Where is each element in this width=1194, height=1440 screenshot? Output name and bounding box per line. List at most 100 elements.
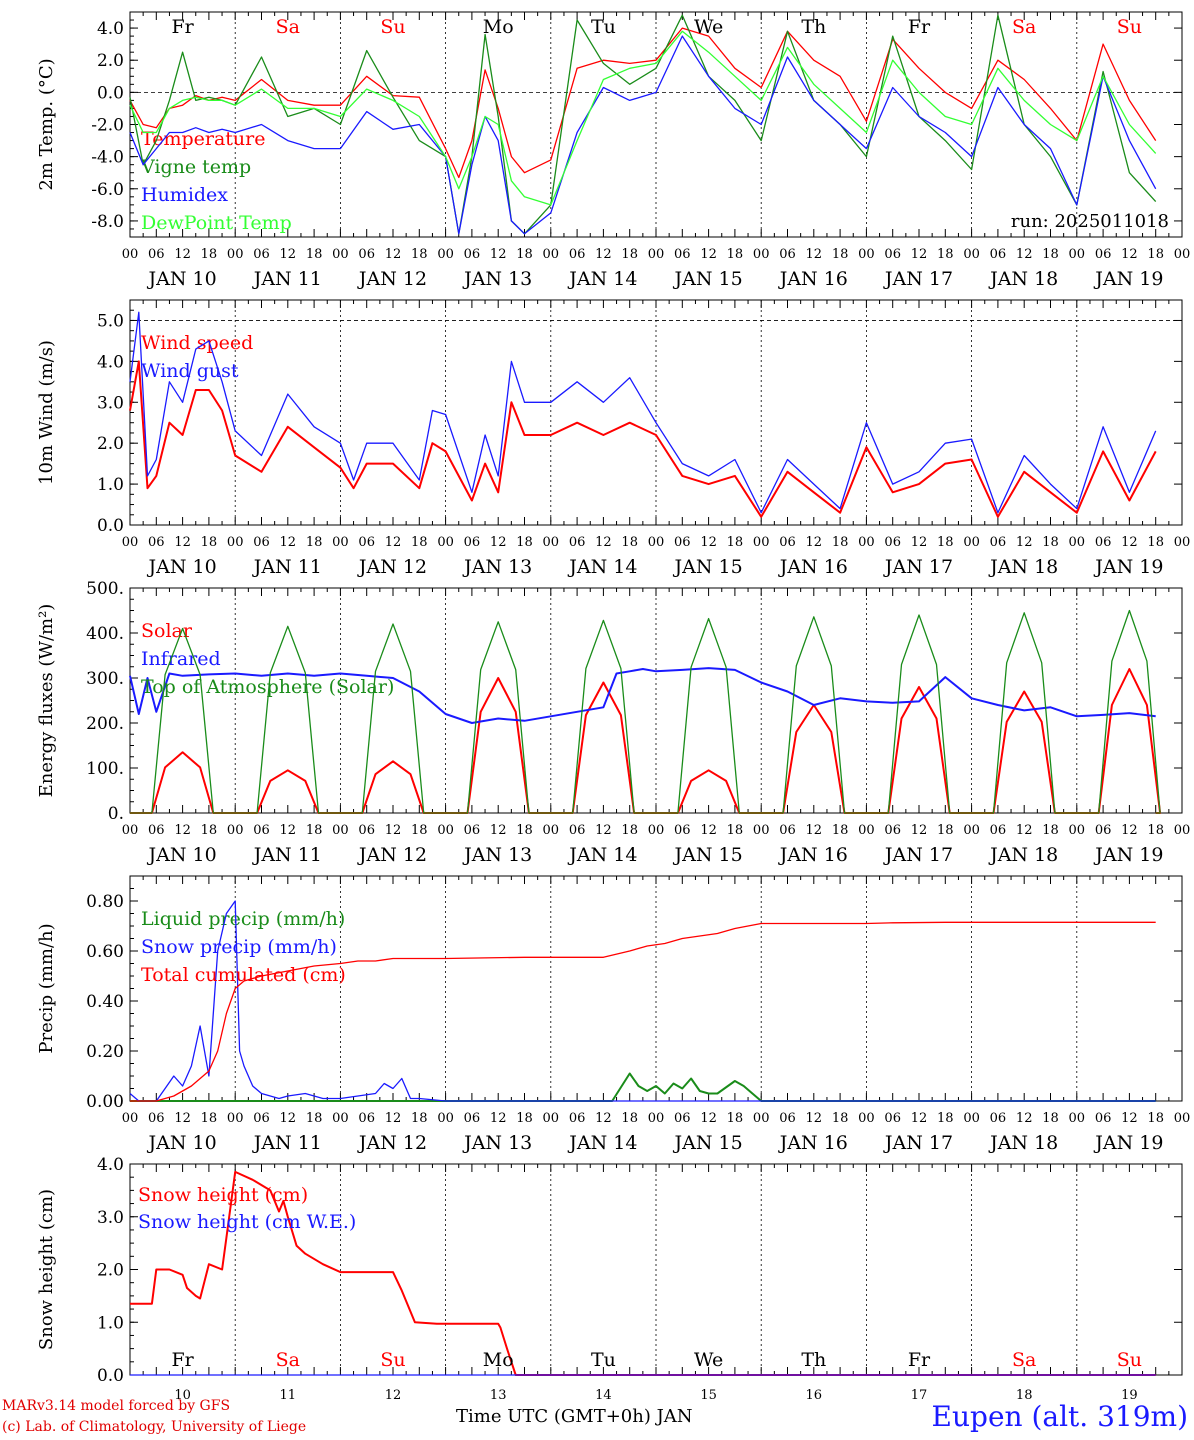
hour-label: 00 bbox=[963, 823, 980, 838]
hour-label: 12 bbox=[1016, 535, 1033, 550]
hour-label: 12 bbox=[595, 535, 612, 550]
date-label: JAN 16 bbox=[778, 1132, 848, 1154]
y-tick-label: 400. bbox=[86, 624, 124, 644]
hour-label: 18 bbox=[1147, 535, 1164, 550]
day-number: 12 bbox=[385, 1388, 402, 1403]
legend-entry: DewPoint Temp bbox=[141, 212, 292, 234]
y-tick-label: 1.0 bbox=[97, 1313, 124, 1333]
hour-label: 06 bbox=[358, 247, 375, 262]
weekday-label: We bbox=[694, 16, 723, 38]
hour-label: 12 bbox=[490, 535, 507, 550]
day-number: 10 bbox=[174, 1388, 191, 1403]
hour-label: 06 bbox=[464, 247, 481, 262]
hour-label: 06 bbox=[674, 247, 691, 262]
hour-label: 06 bbox=[779, 823, 796, 838]
hour-label: 12 bbox=[700, 823, 717, 838]
hour-label: 06 bbox=[990, 823, 1007, 838]
series-dewpoint-temp bbox=[129, 30, 1157, 206]
hour-label: 18 bbox=[621, 535, 638, 550]
hour-label: 12 bbox=[174, 535, 191, 550]
hour-label: 00 bbox=[963, 535, 980, 550]
y-axis-label: Energy fluxes (W/m²) bbox=[36, 604, 57, 798]
hour-label: 06 bbox=[569, 823, 586, 838]
date-label: JAN 12 bbox=[357, 1132, 427, 1154]
hour-label: 00 bbox=[1069, 247, 1086, 262]
hour-label: 12 bbox=[806, 247, 823, 262]
weekday-label: Mo bbox=[483, 16, 514, 38]
hour-label: 12 bbox=[1121, 1111, 1138, 1126]
series-top-of-atmosphere-solar- bbox=[130, 609, 1161, 814]
legend-entry: Snow precip (mm/h) bbox=[141, 936, 337, 958]
hour-label: 06 bbox=[884, 247, 901, 262]
hour-label: 00 bbox=[543, 247, 560, 262]
hour-label: 06 bbox=[358, 535, 375, 550]
weekday-label: Mo bbox=[483, 1349, 514, 1371]
hour-label: 18 bbox=[516, 1111, 533, 1126]
hour-label: 12 bbox=[595, 1111, 612, 1126]
hour-label: 06 bbox=[884, 1111, 901, 1126]
hour-label: 18 bbox=[1042, 535, 1059, 550]
date-label: JAN 17 bbox=[883, 268, 953, 290]
hour-label: 18 bbox=[937, 535, 954, 550]
y-axis-label: 10m Wind (m/s) bbox=[36, 340, 57, 485]
hour-label: 00 bbox=[648, 247, 665, 262]
y-tick-label: 3.0 bbox=[97, 393, 124, 413]
weekday-label: Sa bbox=[276, 1349, 300, 1371]
hour-label: 00 bbox=[437, 535, 454, 550]
legend-entry: Humidex bbox=[141, 184, 228, 206]
date-label: JAN 16 bbox=[778, 844, 848, 866]
date-label: JAN 15 bbox=[673, 1132, 743, 1154]
hour-label: 00 bbox=[332, 247, 349, 262]
date-label: JAN 10 bbox=[147, 268, 217, 290]
date-label: JAN 10 bbox=[147, 844, 217, 866]
hour-label: 18 bbox=[1042, 247, 1059, 262]
y-tick-label: 3.0 bbox=[97, 1208, 124, 1228]
station-name: Eupen (alt. 319m) bbox=[931, 1400, 1188, 1433]
hour-label: 12 bbox=[911, 535, 928, 550]
y-axis-label: Precip (mm/h) bbox=[36, 923, 57, 1053]
weekday-label: We bbox=[694, 1349, 723, 1371]
hour-label: 18 bbox=[1042, 1111, 1059, 1126]
y-tick-label: 0.20 bbox=[86, 1042, 124, 1062]
hour-label: 06 bbox=[358, 1111, 375, 1126]
date-label: JAN 17 bbox=[883, 1132, 953, 1154]
hour-label: 18 bbox=[201, 1111, 218, 1126]
hour-label: 18 bbox=[201, 535, 218, 550]
date-label: JAN 11 bbox=[252, 556, 322, 578]
weekday-label: Tu bbox=[591, 16, 616, 38]
y-tick-label: 4.0 bbox=[97, 1155, 124, 1175]
hour-label: 06 bbox=[884, 823, 901, 838]
hour-label: 06 bbox=[884, 535, 901, 550]
date-label: JAN 14 bbox=[567, 1132, 637, 1154]
lab-credit: (c) Lab. of Climatology, University of L… bbox=[2, 1419, 307, 1435]
hour-label: 18 bbox=[621, 1111, 638, 1126]
hour-label: 12 bbox=[280, 247, 297, 262]
hour-label: 06 bbox=[569, 535, 586, 550]
weekday-label: Su bbox=[380, 1349, 405, 1371]
hour-label: 06 bbox=[148, 247, 165, 262]
hour-label: 12 bbox=[595, 823, 612, 838]
hour-label: 12 bbox=[1016, 247, 1033, 262]
date-label: JAN 18 bbox=[988, 268, 1058, 290]
date-label: JAN 10 bbox=[147, 1132, 217, 1154]
hour-label: 06 bbox=[569, 1111, 586, 1126]
hour-label: 00 bbox=[122, 823, 139, 838]
hour-label: 18 bbox=[411, 1111, 428, 1126]
legend-entry: Wind gust bbox=[141, 360, 239, 382]
date-label: JAN 11 bbox=[252, 1132, 322, 1154]
date-label: JAN 17 bbox=[883, 844, 953, 866]
series-vigne-temp bbox=[129, 14, 1157, 235]
hour-label: 18 bbox=[621, 823, 638, 838]
hour-label: 06 bbox=[569, 247, 586, 262]
hour-label: 18 bbox=[727, 1111, 744, 1126]
hour-label: 00 bbox=[1069, 535, 1086, 550]
hour-label: 18 bbox=[832, 1111, 849, 1126]
hour-label: 18 bbox=[306, 247, 323, 262]
series-snow-precip-mm-h- bbox=[129, 900, 1156, 1102]
hour-label: 18 bbox=[411, 823, 428, 838]
time-axis-label: Time UTC (GMT+0h) JAN bbox=[456, 1406, 693, 1427]
hour-label: 18 bbox=[937, 247, 954, 262]
date-label: JAN 13 bbox=[462, 556, 532, 578]
hour-label: 00 bbox=[122, 535, 139, 550]
hour-label: 18 bbox=[306, 535, 323, 550]
